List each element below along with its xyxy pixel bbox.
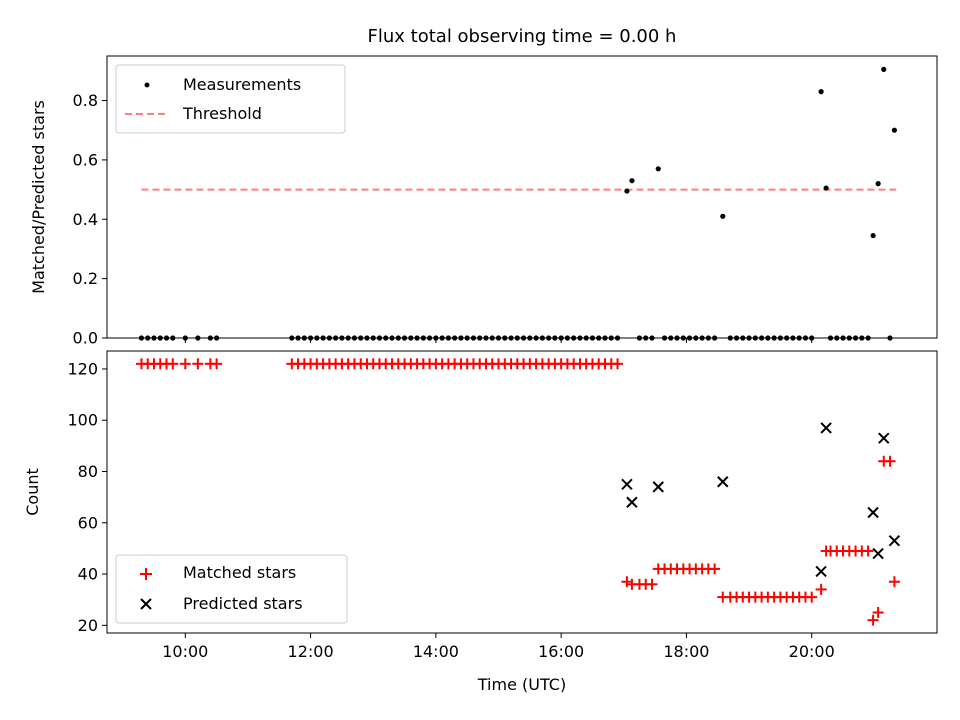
measurement-point	[875, 181, 881, 187]
measurement-point	[870, 232, 876, 239]
matched-star-point	[612, 358, 624, 370]
top-legend: Measurements Threshold	[115, 64, 346, 134]
legend-measurements-label: Measurements	[183, 75, 301, 94]
y-tick-label: 40	[78, 565, 98, 584]
legend-threshold-label: Threshold	[182, 104, 262, 123]
count-points	[135, 358, 901, 626]
top-y-ticks: 0.0 0.2 0.4 0.6 0.8	[73, 91, 107, 348]
measurement-point	[818, 89, 824, 95]
matched-star-point	[646, 578, 658, 590]
x-tick-label: 20:00	[789, 642, 835, 661]
measurement-point	[624, 188, 630, 194]
bottom-panel-counts: 20 40 60 80 100 120 10:00 12:00 14:00 16:00 18:00…	[23, 350, 938, 694]
x-tick-label: 16:00	[538, 642, 584, 661]
predicted-legend-marker	[140, 598, 152, 610]
y-tick-label: 120	[67, 359, 98, 378]
measurement-point	[720, 213, 726, 219]
matched-star-point	[884, 455, 896, 467]
y-tick-label: 0.4	[73, 210, 98, 229]
matched-star-point	[621, 576, 633, 588]
bottom-legend-box	[115, 554, 348, 624]
x-tick-label: 12:00	[288, 642, 334, 661]
matched-legend-marker	[140, 568, 152, 580]
bottom-axes-frame	[106, 350, 938, 634]
matched-star-point	[806, 591, 818, 603]
y-tick-label: 0.2	[73, 269, 98, 288]
top-y-axis-label: Matched/Predicted stars	[29, 100, 48, 294]
y-tick-label: 80	[78, 462, 98, 481]
predicted-star-point	[872, 547, 884, 560]
top-axes-frame	[106, 55, 938, 339]
y-tick-label: 20	[78, 616, 98, 635]
y-tick-label: 60	[78, 513, 98, 532]
chart-title: Flux total observing time = 0.00 h	[368, 26, 677, 47]
predicted-star-point	[652, 481, 664, 493]
legend-matched-label: Matched stars	[183, 563, 296, 582]
predicted-star-point	[878, 432, 890, 444]
predicted-star-point	[717, 476, 729, 488]
matched-star-point	[862, 545, 874, 557]
top-panel-ratio: Flux total observing time = 0.00 h 0.00.…	[29, 26, 938, 348]
x-tick-label: 18:00	[663, 642, 709, 661]
measurement-point	[823, 185, 829, 191]
predicted-star-point	[621, 478, 633, 491]
legend-predicted-label: Predicted stars	[183, 594, 303, 613]
predicted-star-point	[888, 535, 901, 547]
bottom-y-ticks: 20 40 60 80 100 120	[67, 359, 107, 635]
matched-star-point	[211, 358, 223, 370]
x-tick-label: 14:00	[413, 642, 459, 661]
x-tick-label: 10:00	[162, 642, 208, 661]
y-tick-label: 0.0	[73, 329, 98, 348]
x-axis-label: Time (UTC)	[477, 675, 566, 694]
matched-star-point	[709, 563, 721, 575]
matched-star-point	[167, 358, 179, 370]
predicted-star-point	[626, 496, 638, 508]
measurement-point	[629, 178, 635, 184]
y-tick-label: 0.6	[73, 150, 98, 169]
measurements-legend-marker	[144, 82, 150, 88]
predicted-star-point	[815, 565, 827, 578]
measurement-point	[891, 127, 898, 133]
matched-star-point	[872, 606, 884, 618]
y-tick-label: 100	[67, 411, 98, 430]
top-legend-box	[115, 64, 346, 134]
bottom-legend: Matched stars Predicted stars	[115, 554, 348, 624]
measurement-point	[655, 166, 661, 172]
matched-star-point	[179, 358, 191, 370]
y-tick-label: 0.8	[73, 91, 98, 110]
matched-star-point	[192, 358, 204, 370]
measurement-point	[881, 66, 887, 72]
matched-star-point	[867, 614, 879, 626]
predicted-star-point	[820, 422, 832, 434]
predicted-star-point	[867, 506, 879, 519]
bottom-y-axis-label: Count	[23, 468, 42, 516]
bottom-x-ticks: 10:00 12:00 14:00 16:00 18:00 20:00	[162, 633, 835, 661]
top-x-ticks	[184, 338, 813, 343]
matched-star-point	[815, 583, 827, 595]
matched-star-point	[888, 576, 900, 588]
